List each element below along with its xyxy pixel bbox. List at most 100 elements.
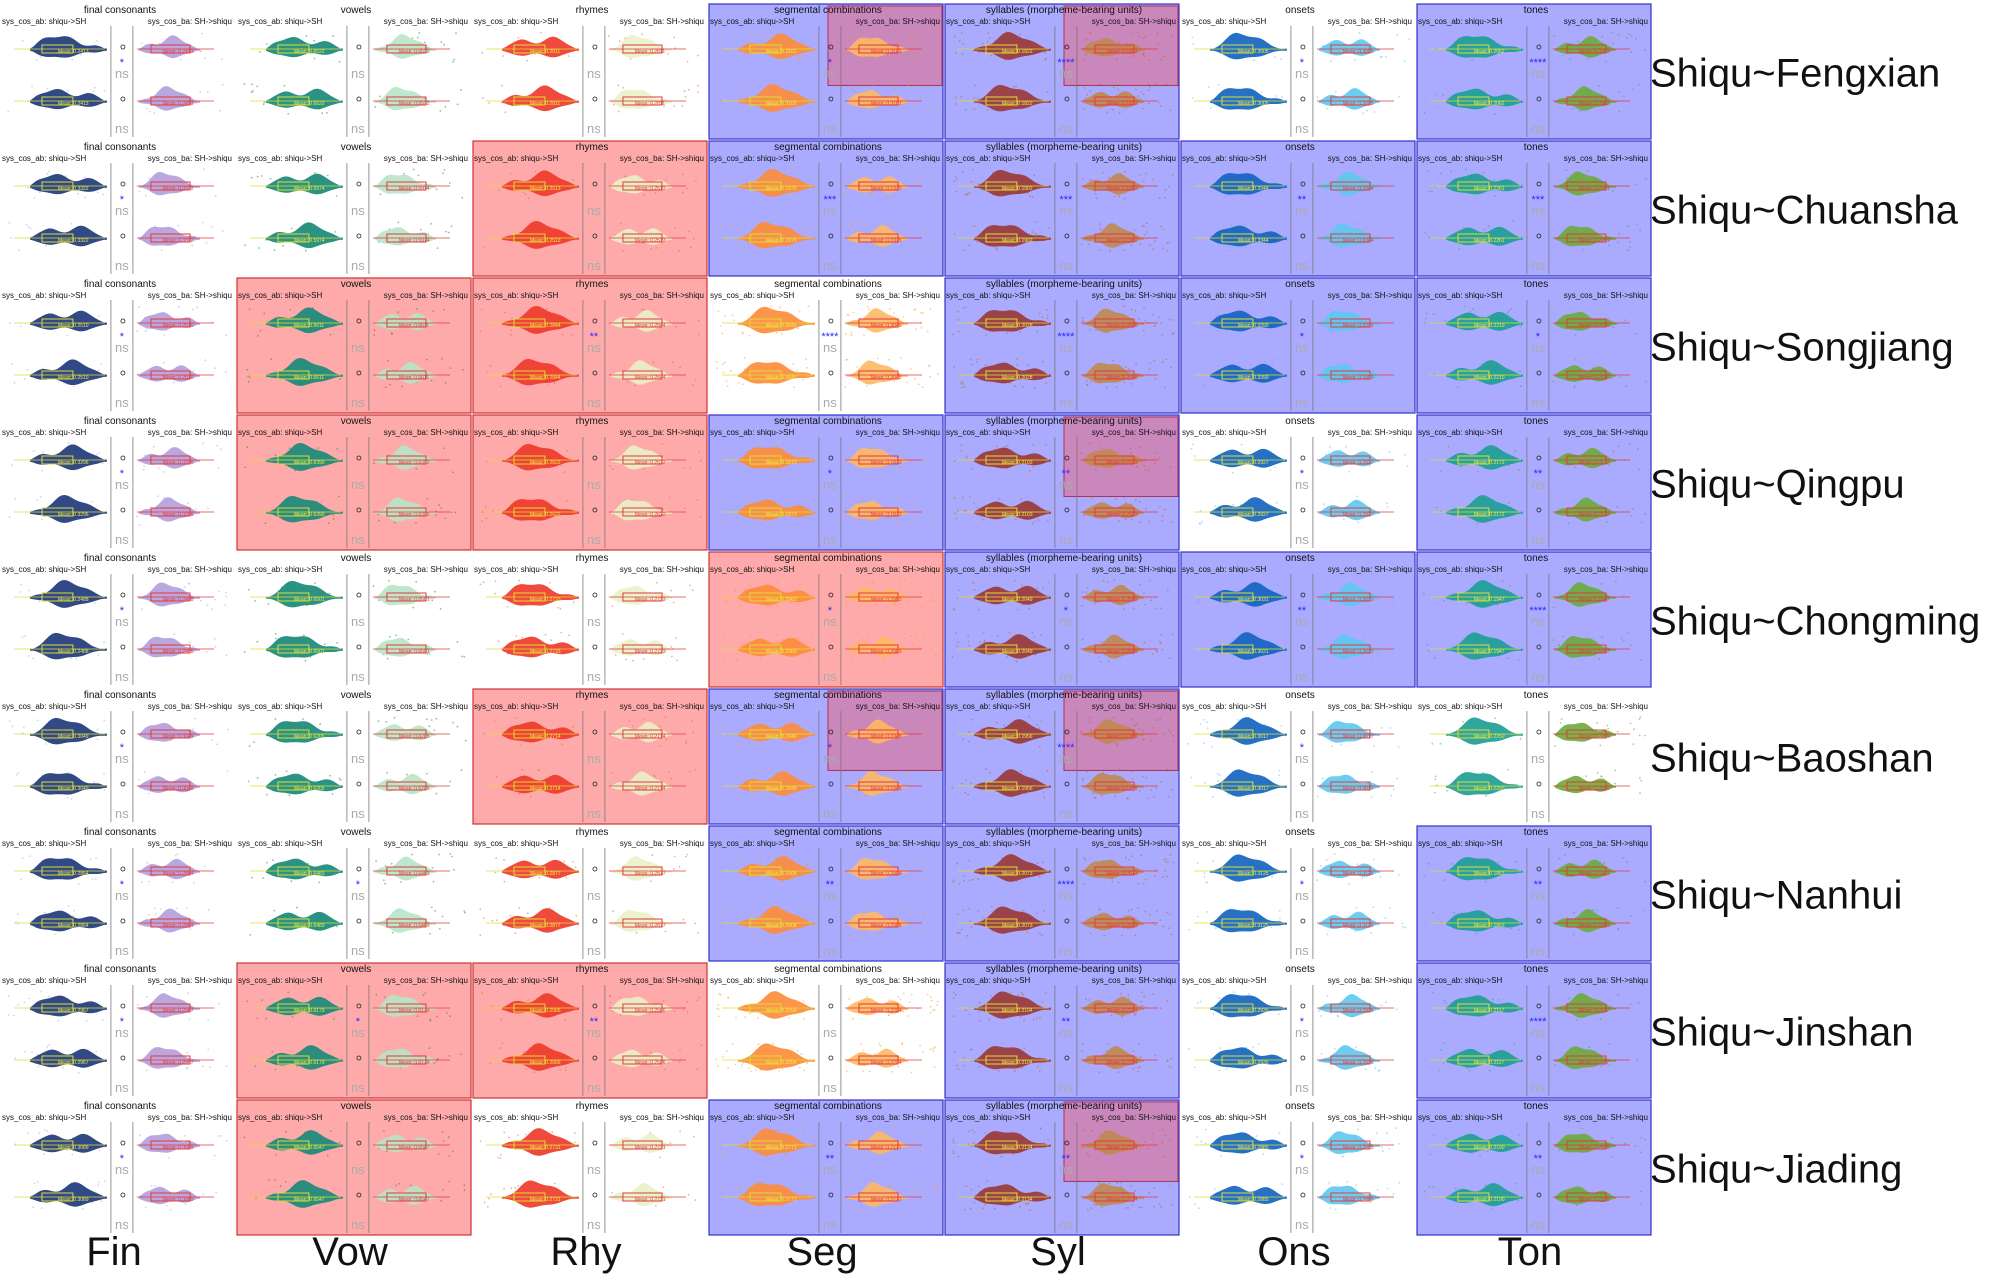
data-point — [689, 246, 692, 249]
data-point — [159, 908, 162, 910]
data-point — [479, 330, 482, 333]
panel-right-label: sys_cos_ba: SH->shiqu — [1328, 702, 1412, 711]
data-point — [851, 226, 853, 229]
data-point — [736, 857, 739, 860]
data-point — [570, 333, 573, 336]
data-point — [1123, 381, 1126, 384]
data-point — [679, 1049, 681, 1052]
marker-dot — [828, 455, 834, 461]
significance-stars: ** — [1534, 468, 1543, 480]
data-point — [1442, 93, 1445, 96]
significance-stars: * — [120, 605, 125, 617]
marker-dot — [120, 1003, 126, 1009]
data-point — [935, 772, 938, 775]
data-point — [1316, 169, 1319, 172]
panel-left-label: sys_cos_ab: shiqu->SH — [1182, 291, 1266, 300]
mean-label-right: Mean: 0.3296 — [163, 512, 194, 518]
data-point — [673, 36, 675, 39]
data-point — [463, 910, 466, 912]
data-point — [1161, 519, 1163, 522]
data-point — [449, 367, 452, 369]
mean-label-right: Mean: 0.1975 — [871, 186, 902, 192]
panel-left-label: sys_cos_ab: shiqu->SH — [474, 839, 558, 848]
data-point — [526, 912, 529, 915]
violin-right — [1318, 911, 1380, 931]
data-point — [1121, 1015, 1123, 1018]
data-point — [1323, 503, 1325, 505]
data-point — [900, 442, 903, 445]
data-point — [1423, 592, 1425, 595]
data-point — [1278, 774, 1280, 777]
mean-label-left: Mean: 0.2844 — [530, 323, 561, 329]
panel-title: rhymes — [576, 553, 609, 564]
data-point — [42, 367, 44, 370]
data-point — [868, 191, 871, 194]
data-point — [778, 306, 781, 309]
data-point — [797, 859, 800, 862]
data-point — [1389, 581, 1392, 584]
data-point — [395, 634, 397, 637]
panel-title: syllables (morpheme-bearing units) — [986, 964, 1142, 975]
data-point — [855, 32, 858, 35]
data-point — [695, 180, 697, 183]
significance-stars: * — [828, 605, 833, 617]
data-point — [1151, 653, 1154, 656]
data-point — [1396, 633, 1398, 635]
marker-dot — [120, 866, 126, 872]
data-point — [259, 51, 261, 53]
data-point — [858, 910, 861, 912]
data-point — [908, 923, 911, 925]
data-point — [1137, 769, 1139, 772]
panel-title: rhymes — [576, 5, 609, 16]
violin-left — [738, 722, 815, 742]
data-point — [1210, 107, 1212, 109]
data-point — [717, 310, 720, 313]
data-point — [748, 334, 751, 337]
data-point — [329, 333, 332, 336]
data-point — [738, 96, 741, 99]
data-point — [304, 249, 307, 252]
data-point — [1400, 646, 1403, 649]
data-point — [480, 520, 483, 523]
data-point — [323, 643, 326, 646]
data-point — [1041, 1001, 1043, 1003]
data-point — [860, 1043, 862, 1046]
row-label: Shiqu~Fengxian — [1650, 52, 1940, 96]
data-point — [875, 603, 878, 606]
panel-right-label: sys_cos_ba: SH->shiqu — [1092, 154, 1176, 163]
data-point — [952, 997, 955, 999]
data-point — [899, 582, 901, 585]
data-point — [651, 854, 654, 857]
data-point — [1132, 55, 1135, 58]
data-point — [1225, 194, 1227, 197]
data-point — [977, 910, 980, 912]
data-point — [521, 636, 523, 639]
data-point — [655, 581, 658, 584]
significance-stars: * — [828, 468, 833, 480]
significance-stars: * — [1300, 879, 1305, 891]
data-point — [845, 494, 848, 497]
data-point — [951, 786, 954, 789]
data-point — [1089, 31, 1092, 34]
data-point — [1036, 723, 1038, 726]
marker-dot — [1300, 918, 1306, 924]
significance-stars: * — [1064, 605, 1069, 617]
marker-dot — [1064, 866, 1070, 872]
data-point — [748, 1067, 750, 1070]
data-point — [748, 582, 750, 584]
data-point — [375, 860, 377, 863]
mean-label-right: Mean: 0.2413 — [163, 101, 194, 107]
violin-right — [610, 721, 672, 743]
panel-right-label: sys_cos_ba: SH->shiqu — [1328, 428, 1412, 437]
data-point — [1046, 769, 1049, 772]
mean-label-right: Mean: 0.3045 — [871, 323, 902, 329]
data-point — [782, 443, 785, 445]
data-point — [846, 718, 849, 721]
mean-label-right: Mean: 0.2714 — [635, 786, 666, 792]
data-point — [933, 599, 936, 602]
panel-title: segmental combinations — [774, 827, 882, 838]
data-point — [800, 57, 803, 59]
data-point — [678, 1060, 681, 1063]
data-point — [493, 720, 496, 723]
